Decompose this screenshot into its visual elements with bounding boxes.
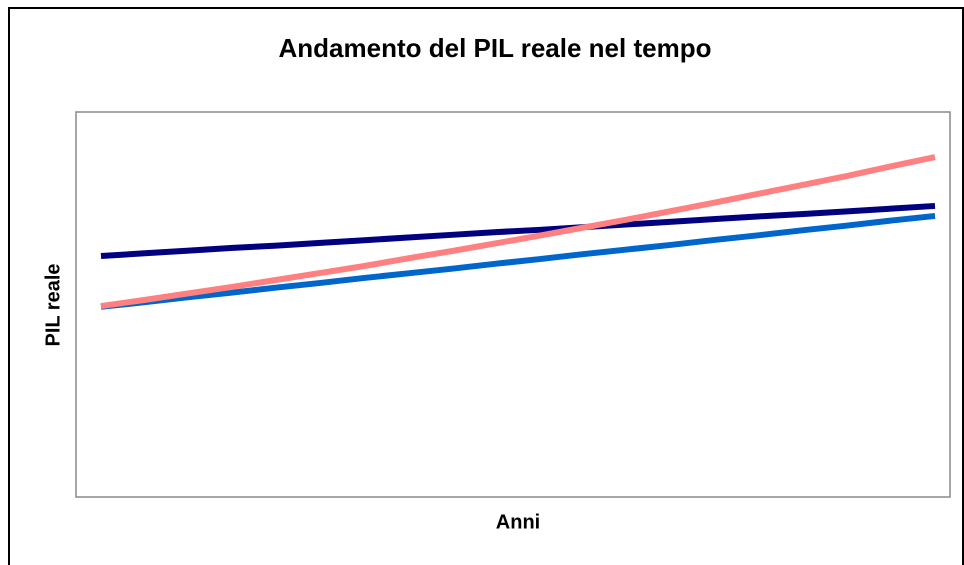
plot-area (75, 111, 951, 498)
x-axis-label: Anni (496, 511, 540, 533)
chart-title: Andamento del PIL reale nel tempo (279, 33, 712, 63)
data-line (100, 154, 936, 310)
y-axis-label: PIL reale (42, 263, 64, 346)
data-line (100, 212, 936, 310)
data-line (100, 202, 936, 259)
